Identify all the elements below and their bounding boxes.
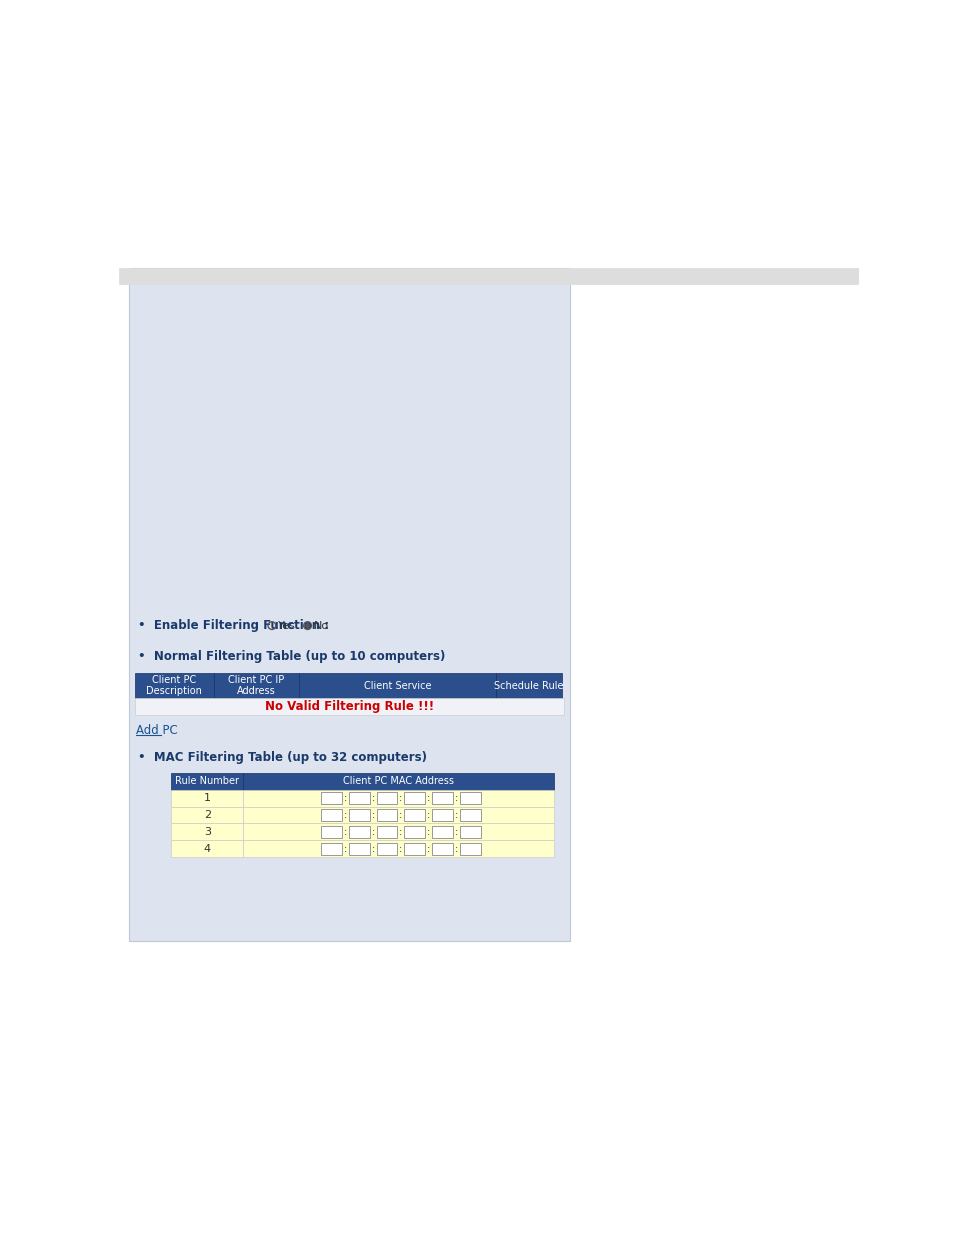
Text: :: : bbox=[399, 810, 402, 820]
FancyBboxPatch shape bbox=[432, 842, 453, 855]
FancyBboxPatch shape bbox=[213, 673, 298, 698]
FancyBboxPatch shape bbox=[348, 792, 369, 804]
FancyBboxPatch shape bbox=[404, 826, 425, 839]
FancyBboxPatch shape bbox=[348, 842, 369, 855]
FancyBboxPatch shape bbox=[171, 789, 243, 806]
Text: :: : bbox=[343, 827, 347, 837]
Text: •  MAC Filtering Table (up to 32 computers): • MAC Filtering Table (up to 32 computer… bbox=[137, 751, 426, 763]
Text: :: : bbox=[399, 827, 402, 837]
Text: •  Normal Filtering Table (up to 10 computers): • Normal Filtering Table (up to 10 compu… bbox=[137, 650, 445, 663]
FancyBboxPatch shape bbox=[459, 842, 480, 855]
Text: :: : bbox=[427, 844, 430, 853]
Text: 1: 1 bbox=[204, 793, 211, 803]
FancyBboxPatch shape bbox=[459, 809, 480, 821]
FancyBboxPatch shape bbox=[134, 698, 563, 715]
Text: :: : bbox=[371, 844, 375, 853]
Text: :: : bbox=[371, 810, 375, 820]
Text: Schedule Rule: Schedule Rule bbox=[494, 680, 563, 690]
FancyBboxPatch shape bbox=[134, 673, 213, 698]
Text: Client PC IP
Address: Client PC IP Address bbox=[228, 674, 284, 697]
Text: :: : bbox=[343, 844, 347, 853]
Text: •  Enable Filtering Function :: • Enable Filtering Function : bbox=[137, 619, 329, 632]
FancyBboxPatch shape bbox=[243, 806, 554, 824]
Text: Yes: Yes bbox=[278, 621, 295, 631]
Text: :: : bbox=[399, 793, 402, 803]
FancyBboxPatch shape bbox=[171, 773, 243, 789]
FancyBboxPatch shape bbox=[320, 809, 341, 821]
Text: :: : bbox=[427, 810, 430, 820]
Text: 3: 3 bbox=[204, 827, 211, 837]
FancyBboxPatch shape bbox=[320, 842, 341, 855]
FancyBboxPatch shape bbox=[171, 841, 243, 857]
FancyBboxPatch shape bbox=[459, 826, 480, 839]
FancyBboxPatch shape bbox=[119, 268, 858, 284]
Text: :: : bbox=[371, 827, 375, 837]
FancyBboxPatch shape bbox=[129, 268, 570, 941]
FancyBboxPatch shape bbox=[298, 673, 496, 698]
FancyBboxPatch shape bbox=[432, 826, 453, 839]
FancyBboxPatch shape bbox=[404, 792, 425, 804]
FancyBboxPatch shape bbox=[376, 826, 397, 839]
Text: :: : bbox=[343, 793, 347, 803]
FancyBboxPatch shape bbox=[119, 148, 858, 1099]
FancyBboxPatch shape bbox=[171, 824, 243, 841]
FancyBboxPatch shape bbox=[496, 673, 561, 698]
Text: Client PC
Description: Client PC Description bbox=[146, 674, 202, 697]
FancyBboxPatch shape bbox=[376, 842, 397, 855]
FancyBboxPatch shape bbox=[376, 792, 397, 804]
FancyBboxPatch shape bbox=[348, 826, 369, 839]
FancyBboxPatch shape bbox=[320, 826, 341, 839]
Text: :: : bbox=[455, 827, 457, 837]
FancyBboxPatch shape bbox=[243, 824, 554, 841]
FancyBboxPatch shape bbox=[243, 773, 554, 789]
Text: Client Service: Client Service bbox=[363, 680, 431, 690]
FancyBboxPatch shape bbox=[432, 792, 453, 804]
Text: :: : bbox=[399, 844, 402, 853]
FancyBboxPatch shape bbox=[171, 806, 243, 824]
FancyBboxPatch shape bbox=[404, 809, 425, 821]
FancyBboxPatch shape bbox=[243, 789, 554, 806]
Text: 2: 2 bbox=[203, 810, 211, 820]
Text: :: : bbox=[455, 844, 457, 853]
Text: 4: 4 bbox=[203, 844, 211, 853]
Text: Add PC: Add PC bbox=[136, 724, 178, 737]
FancyBboxPatch shape bbox=[243, 841, 554, 857]
FancyBboxPatch shape bbox=[432, 809, 453, 821]
Text: :: : bbox=[427, 793, 430, 803]
Text: Client PC MAC Address: Client PC MAC Address bbox=[343, 776, 454, 787]
Text: :: : bbox=[427, 827, 430, 837]
FancyBboxPatch shape bbox=[348, 809, 369, 821]
FancyBboxPatch shape bbox=[376, 809, 397, 821]
Text: :: : bbox=[455, 793, 457, 803]
Text: No Valid Filtering Rule !!!: No Valid Filtering Rule !!! bbox=[265, 700, 434, 713]
FancyBboxPatch shape bbox=[459, 792, 480, 804]
Circle shape bbox=[305, 624, 309, 627]
FancyBboxPatch shape bbox=[404, 842, 425, 855]
Text: No: No bbox=[314, 621, 329, 631]
Text: :: : bbox=[455, 810, 457, 820]
FancyBboxPatch shape bbox=[320, 792, 341, 804]
Text: :: : bbox=[371, 793, 375, 803]
Text: :: : bbox=[343, 810, 347, 820]
Text: Rule Number: Rule Number bbox=[175, 776, 239, 787]
